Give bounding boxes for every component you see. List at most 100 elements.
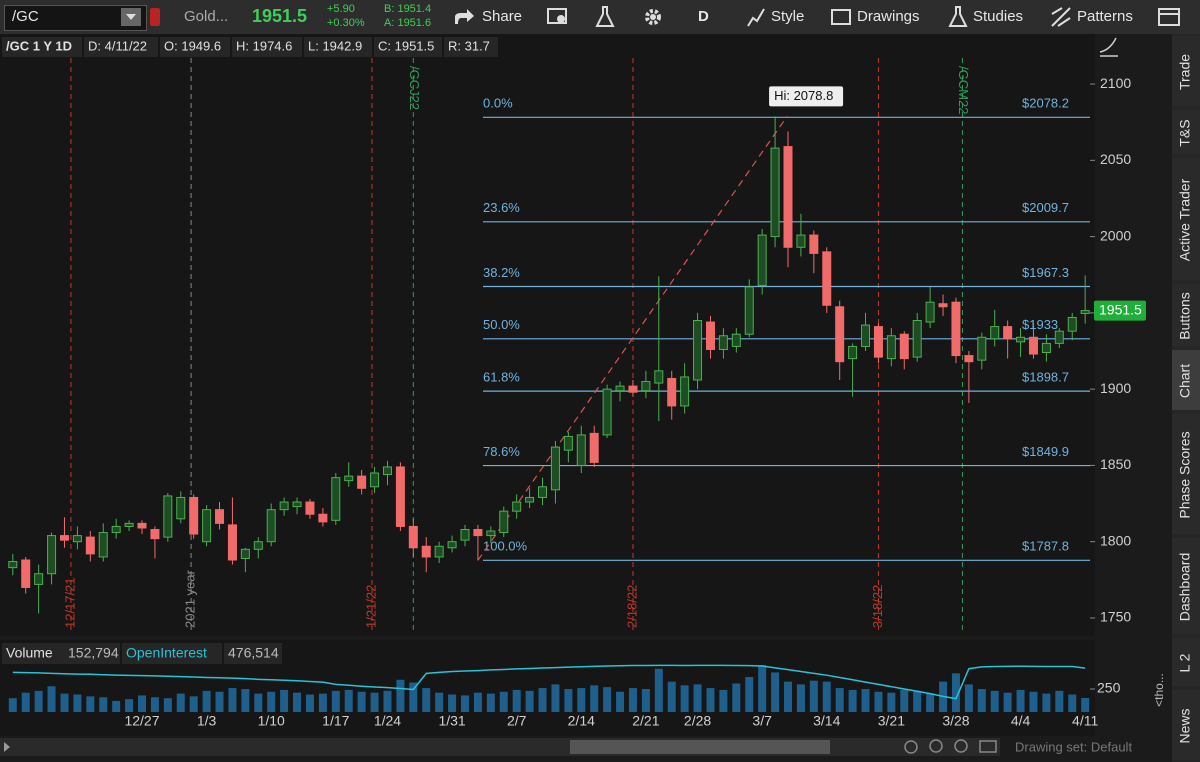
settings-icon[interactable]	[643, 7, 663, 27]
fib-level: 100.0%	[483, 539, 528, 554]
studies-button[interactable]: Studies	[973, 8, 1024, 25]
sidebar-tab[interactable]	[1172, 690, 1200, 760]
candle-body	[912, 319, 922, 358]
x-tick-label: 3/7	[752, 713, 772, 729]
volume-bar	[861, 688, 870, 712]
volume-bar	[1003, 692, 1012, 712]
symbol[interactable]: /GC	[12, 8, 39, 25]
x-tick-label: 1/10	[258, 713, 285, 729]
x-tick-label: 3/21	[878, 713, 905, 729]
sidebar-tab-label[interactable]: Chart	[1177, 364, 1193, 398]
fib-level: 38.2%	[483, 265, 520, 280]
sidebar-tab-label[interactable]: News	[1177, 708, 1193, 743]
fib-price: $1898.7	[1022, 370, 1069, 385]
sidebar-tab-label[interactable]: Trade	[1177, 54, 1193, 90]
candle-body	[951, 301, 961, 357]
header-item: L: 1942.9	[308, 38, 362, 53]
volume-header-cell	[2, 643, 64, 664]
volume-bar	[305, 694, 314, 712]
volume-bar	[551, 684, 560, 712]
sidebar-tab[interactable]	[1172, 638, 1200, 686]
volume-bar	[370, 692, 379, 712]
volume-bar	[706, 688, 715, 712]
candle-body	[486, 530, 496, 537]
sidebar-tab[interactable]	[1172, 414, 1200, 534]
fib-level: 23.6%	[483, 200, 520, 215]
sidebar-tab[interactable]	[1172, 284, 1200, 346]
candle-body	[176, 496, 186, 520]
zoom-icons[interactable]	[904, 739, 997, 754]
volume-bar	[913, 690, 922, 712]
volume-bar	[603, 687, 612, 712]
studies-icon[interactable]	[948, 6, 968, 28]
dropdown-icon[interactable]	[121, 8, 141, 26]
style-icon[interactable]	[745, 6, 767, 28]
screenshot-icon[interactable]	[547, 7, 569, 27]
candle-body	[628, 385, 638, 393]
volume-bar	[86, 696, 95, 712]
header-cell	[2, 37, 82, 57]
volume-bar	[990, 690, 999, 712]
volume-bar	[1016, 689, 1025, 712]
volume-bar	[318, 693, 327, 712]
marker-label: 1/21/22	[363, 585, 378, 628]
sidebar-tab[interactable]	[1172, 36, 1200, 106]
log-toggle[interactable]	[1099, 37, 1118, 57]
change: +5.90	[327, 3, 355, 15]
candle-body	[563, 435, 573, 451]
candle-body	[680, 376, 690, 407]
share-button[interactable]: Share	[482, 8, 523, 25]
sidebar-tab-label[interactable]: Active Trader	[1177, 178, 1193, 261]
style-button[interactable]: Style	[771, 8, 805, 25]
candle-body	[770, 147, 780, 238]
candle-body	[589, 432, 599, 463]
volume-bar	[732, 683, 741, 712]
sidebar-tab-label[interactable]: Dashboard	[1177, 553, 1193, 622]
scroll-thumb[interactable]	[570, 740, 830, 754]
scrollbar[interactable]	[0, 738, 1000, 756]
window-icon[interactable]	[1158, 8, 1180, 26]
sidebar-tab[interactable]	[1172, 350, 1200, 410]
candle-body	[550, 446, 560, 491]
drawings-icon[interactable]	[831, 9, 851, 25]
fib-price: $1849.9	[1022, 444, 1069, 459]
sidebar-tab-label[interactable]: Buttons	[1177, 292, 1193, 339]
volume-bar	[60, 693, 69, 712]
candle-body	[434, 545, 444, 558]
sidebar-tab-label[interactable]: Phase Scores	[1177, 431, 1193, 518]
volume-bar	[874, 691, 883, 712]
patterns-icon[interactable]	[1050, 6, 1072, 28]
scroll-left[interactable]	[4, 742, 10, 752]
volume-bar	[99, 697, 108, 712]
sidebar-tab[interactable]	[1172, 538, 1200, 634]
volume-bar	[150, 697, 159, 712]
y-tick-label: 1900	[1100, 380, 1131, 396]
fib-price: $2009.7	[1022, 200, 1069, 215]
x-tick-label: 3/14	[813, 713, 840, 729]
hi-label-box	[769, 86, 844, 107]
patterns-button[interactable]: Patterns	[1077, 8, 1133, 25]
sidebar-tab-label[interactable]: L 2	[1177, 653, 1193, 672]
volume-bar	[34, 690, 43, 712]
sidebar-tab[interactable]	[1172, 110, 1200, 154]
candle-body	[783, 146, 793, 248]
flask-icon[interactable]	[595, 6, 615, 28]
volume-bar	[47, 686, 56, 712]
sidebar-tab-label[interactable]: T&S	[1177, 119, 1193, 146]
header-item: /GC 1 Y 1D	[6, 38, 72, 53]
period-button[interactable]: D	[698, 8, 709, 25]
header-item: D: 4/11/22	[88, 38, 147, 53]
candle-body	[641, 381, 651, 392]
candle-body	[809, 234, 819, 254]
drawings-button[interactable]: Drawings	[857, 8, 920, 25]
volume-bar	[357, 691, 366, 712]
candle-body	[460, 528, 470, 541]
marker-label: /GCM22	[956, 66, 971, 114]
candle-body	[370, 472, 380, 488]
share-icon[interactable]	[453, 8, 475, 26]
candle-body	[654, 370, 664, 384]
candle-body	[331, 477, 341, 521]
candle-body	[1003, 326, 1013, 340]
sidebar-tab[interactable]	[1172, 158, 1200, 280]
volume-bar	[900, 689, 909, 712]
